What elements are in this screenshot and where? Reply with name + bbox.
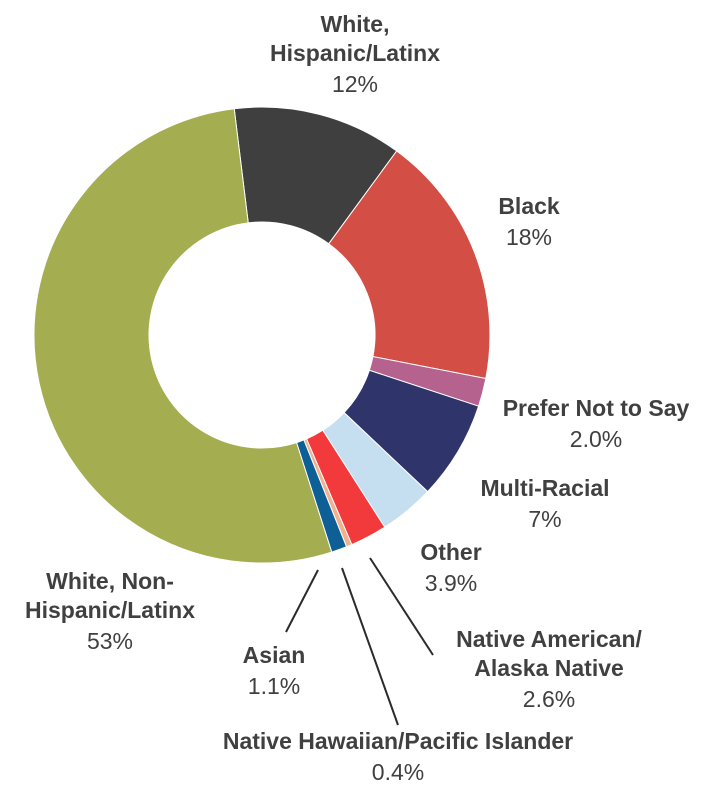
slice-value-white-non-hispanic-latinx: 53%	[87, 628, 133, 654]
slice-value-other: 3.9%	[425, 570, 477, 596]
leader-line-native-american-alaska-native	[369, 557, 434, 656]
slice-value-black: 18%	[506, 224, 552, 250]
slice-value-multi-racial: 7%	[528, 506, 561, 532]
slice-label-black: Black	[498, 193, 560, 219]
slice-label-prefer-not-to-say: Prefer Not to Say	[503, 395, 690, 421]
slice-label-white-non-hispanic-latinx-line-1: White, Non-	[46, 568, 174, 594]
leader-line-asian	[285, 569, 319, 633]
slice-label-other: Other	[420, 539, 481, 565]
slice-label-white-hispanic-latinx-line-1: White,	[321, 11, 390, 37]
slice-label-native-hawaiian-pacific-islander: Native Hawaiian/Pacific Islander	[223, 728, 573, 754]
slice-label-multi-racial: Multi-Racial	[480, 475, 609, 501]
slice-label-native-american-alaska-native-line-1: Native American/	[456, 626, 642, 652]
slice-label-asian: Asian	[243, 642, 306, 668]
leader-lines	[285, 557, 434, 726]
slice-labels: White, Hispanic/Latinx 12% Black 18% Prefer N…	[25, 11, 690, 785]
slice-value-asian: 1.1%	[248, 673, 300, 699]
slice-label-white-hispanic-latinx-line-2: Hispanic/Latinx	[270, 40, 440, 66]
slice-value-native-hawaiian-pacific-islander: 0.4%	[372, 759, 424, 785]
slice-value-prefer-not-to-say: 2.0%	[570, 426, 622, 452]
slice-value-white-hispanic-latinx: 12%	[332, 71, 378, 97]
slice-label-white-non-hispanic-latinx-line-2: Hispanic/Latinx	[25, 597, 195, 623]
donut-slices	[33, 106, 491, 564]
leader-line-native-hawaiian-pacific-islander	[341, 567, 399, 726]
slice-white-non-hispanic-latinx	[33, 108, 333, 564]
slice-label-native-american-alaska-native-line-2: Alaska Native	[474, 655, 624, 681]
slice-black	[328, 150, 491, 380]
slice-value-native-american-alaska-native: 2.6%	[523, 686, 575, 712]
